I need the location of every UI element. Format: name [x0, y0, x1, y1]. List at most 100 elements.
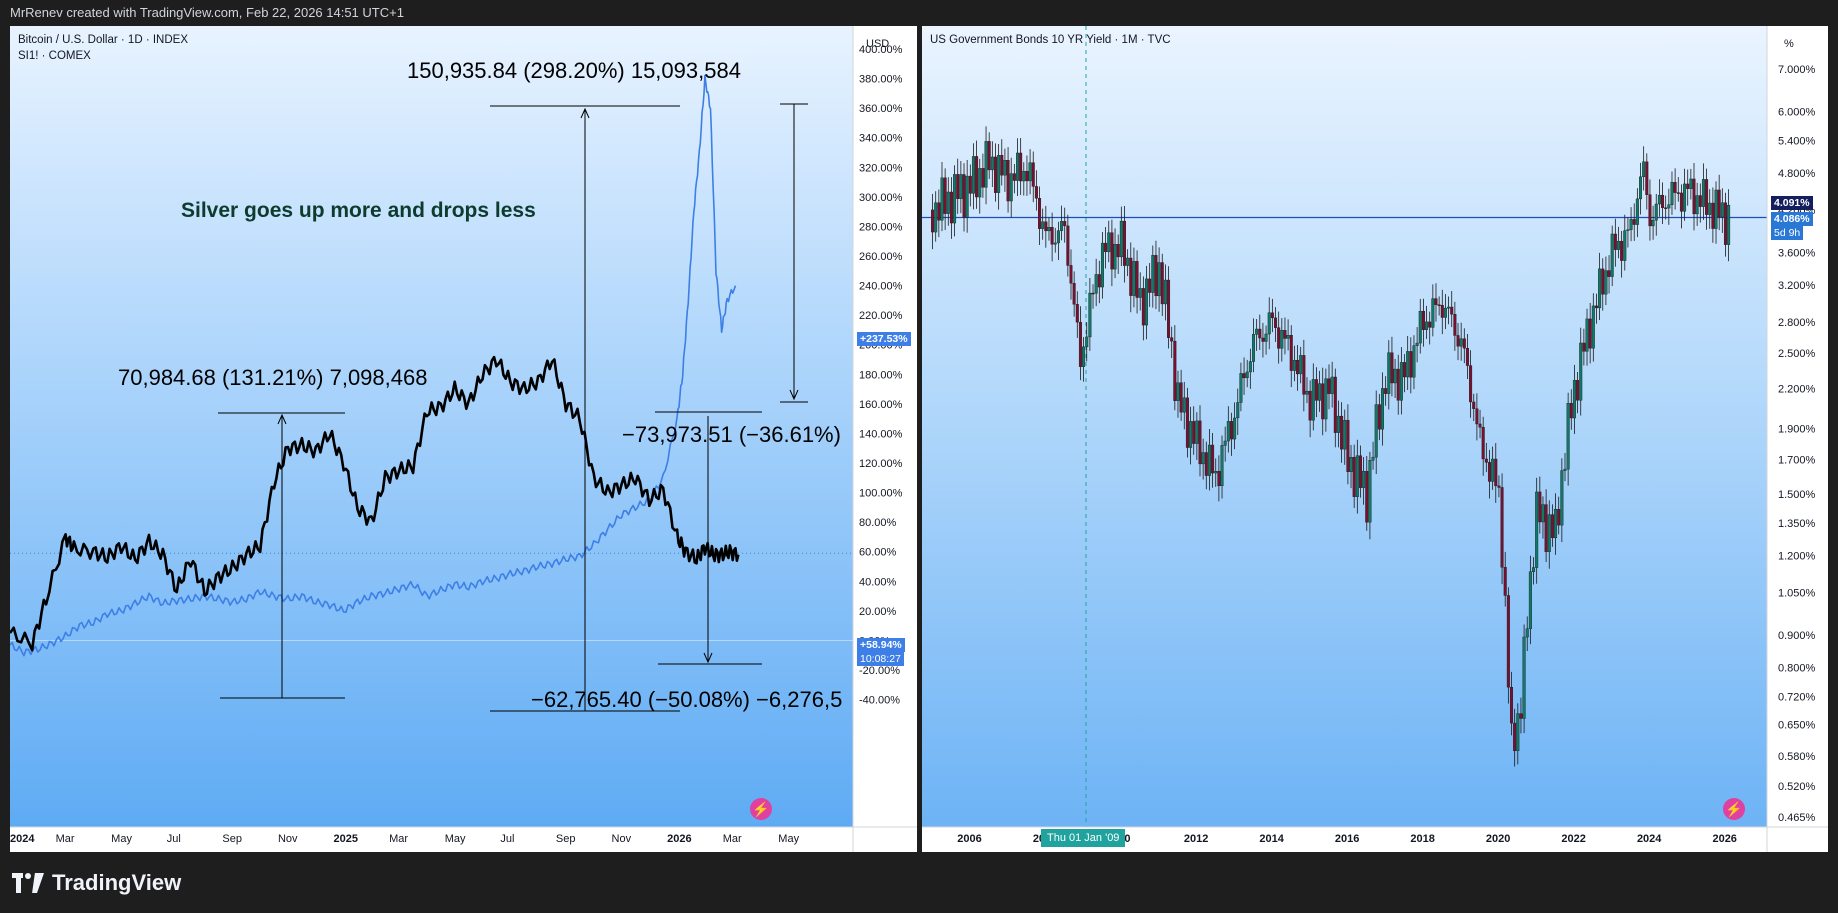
candle-body: [1088, 292, 1092, 338]
candle-body: [1352, 457, 1356, 497]
tradingview-logo[interactable]: TradingView: [12, 868, 181, 898]
candle-body: [1572, 380, 1576, 419]
candle-body: [1519, 713, 1523, 719]
candle-body: [1591, 305, 1595, 349]
candle-body: [1343, 420, 1347, 450]
candle-body: [1201, 452, 1205, 465]
candle-body: [1613, 233, 1617, 250]
candle-body: [1251, 334, 1255, 362]
candle-body: [1538, 491, 1542, 523]
measure-annotation-2[interactable]: 150,935.84 (298.20%) 15,093,584: [407, 58, 741, 83]
candle-body: [1698, 195, 1702, 207]
candle-body: [1516, 713, 1520, 752]
candle-body: [1126, 257, 1130, 266]
candle-body: [1305, 390, 1309, 395]
candle-body: [1557, 509, 1561, 526]
candle-body: [931, 209, 935, 233]
measure-annotation-3[interactable]: −73,973.51 (−36.61%): [622, 422, 841, 447]
candle-body: [1327, 378, 1331, 394]
candle-body: [1242, 373, 1246, 379]
candle-body: [1434, 298, 1438, 305]
left-y-tick-label: 280.00%: [859, 221, 903, 233]
candle-body: [1481, 426, 1485, 460]
candle-body: [1189, 421, 1193, 448]
candle-body: [975, 156, 979, 198]
left-y-tick-label: 100.00%: [859, 488, 903, 500]
candle-body: [1138, 288, 1142, 298]
candle-body: [1692, 178, 1696, 215]
candle-body: [1292, 359, 1296, 371]
candle-body: [1207, 444, 1211, 476]
candle-body: [1639, 176, 1643, 200]
candle-body: [1003, 160, 1007, 176]
candle-body: [1727, 204, 1731, 245]
candle-body: [1145, 278, 1149, 326]
candle-body: [1044, 221, 1048, 232]
right-chart-panel[interactable]: 7.000% 6.000% 5.400% 4.800% 4.200% 3.600% 3.20…: [922, 26, 1828, 852]
candle-body: [1060, 221, 1064, 231]
measure-annotation-1[interactable]: 70,984.68 (131.21%) 7,098,468: [118, 365, 428, 390]
candle-body: [1403, 362, 1407, 378]
silver-series-line: [10, 74, 737, 657]
measure-annotation-4[interactable]: −62,765.40 (−50.08%) −6,276,5: [531, 687, 843, 712]
candle-body: [953, 174, 957, 224]
candle-body: [1255, 328, 1259, 335]
lightning-icon-right[interactable]: ⚡: [1723, 798, 1745, 820]
candle-body: [1525, 628, 1529, 638]
left-x-tick-label: Mar: [389, 833, 408, 845]
yield-legend[interactable]: US Government Bonds 10 YR Yield · 1M · T…: [930, 34, 1171, 46]
right-y-tick-label: 4.800%: [1778, 168, 1816, 180]
candle-body: [1100, 242, 1104, 288]
left-y-tick-label: 400.00%: [859, 44, 903, 56]
candle-body: [1072, 283, 1076, 305]
candle-body: [1258, 328, 1262, 339]
left-chart-panel[interactable]: 400.00% 380.00% 360.00% 340.00% 320.00% 300.0…: [10, 26, 917, 852]
candle-body: [984, 141, 988, 188]
headline-annotation[interactable]: Silver goes up more and drops less: [181, 199, 536, 222]
candle-body: [1211, 444, 1215, 474]
candle-body: [1296, 359, 1300, 375]
candle-body: [1406, 351, 1410, 378]
candle-body: [1179, 382, 1183, 413]
candle-body: [1157, 262, 1161, 297]
candle-body: [1135, 261, 1139, 298]
candle-body: [1683, 183, 1687, 212]
candle-body: [1119, 220, 1123, 258]
candle-body: [946, 191, 950, 214]
candle-body: [1610, 233, 1614, 277]
left-time-axis[interactable]: [10, 827, 917, 852]
candle-body: [1513, 722, 1517, 752]
candle-body: [1113, 244, 1117, 270]
left-x-tick-label: 2025: [334, 833, 358, 845]
candle-body: [1500, 487, 1504, 568]
candle-body: [1374, 404, 1378, 458]
candle-body: [1047, 227, 1051, 232]
candle-body: [1229, 421, 1233, 440]
candle-body: [1264, 333, 1268, 342]
measure2-arrow: [580, 107, 590, 119]
crosshair-time-label: Thu 01 Jan '09: [1041, 829, 1126, 847]
candle-body: [1686, 183, 1690, 189]
candle-body: [1657, 194, 1661, 205]
candle-body: [1714, 189, 1718, 229]
btc-legend[interactable]: Bitcoin / U.S. Dollar · 1D · INDEX: [18, 34, 188, 46]
candle-body: [1019, 152, 1023, 182]
candle-body: [1078, 321, 1082, 367]
candle-body: [1469, 365, 1473, 403]
candle-body: [1110, 232, 1114, 270]
candle-body: [1160, 262, 1164, 305]
candle-body: [1541, 504, 1545, 523]
candle-body: [1302, 355, 1306, 395]
candle-body: [1569, 403, 1573, 419]
candle-body: [1063, 221, 1067, 227]
right-y-tick-label: 7.000%: [1778, 64, 1816, 76]
silver-legend[interactable]: SI1! · COMEX: [18, 50, 91, 62]
candle-body: [949, 191, 953, 224]
measure1-arrow: [277, 413, 287, 425]
left-price-axis[interactable]: [853, 26, 917, 827]
right-price-axis[interactable]: [1767, 26, 1828, 827]
candle-body: [1318, 383, 1322, 401]
left-x-tick-label: May: [778, 833, 799, 845]
candle-body: [1701, 179, 1705, 207]
lightning-icon[interactable]: ⚡: [750, 798, 772, 820]
